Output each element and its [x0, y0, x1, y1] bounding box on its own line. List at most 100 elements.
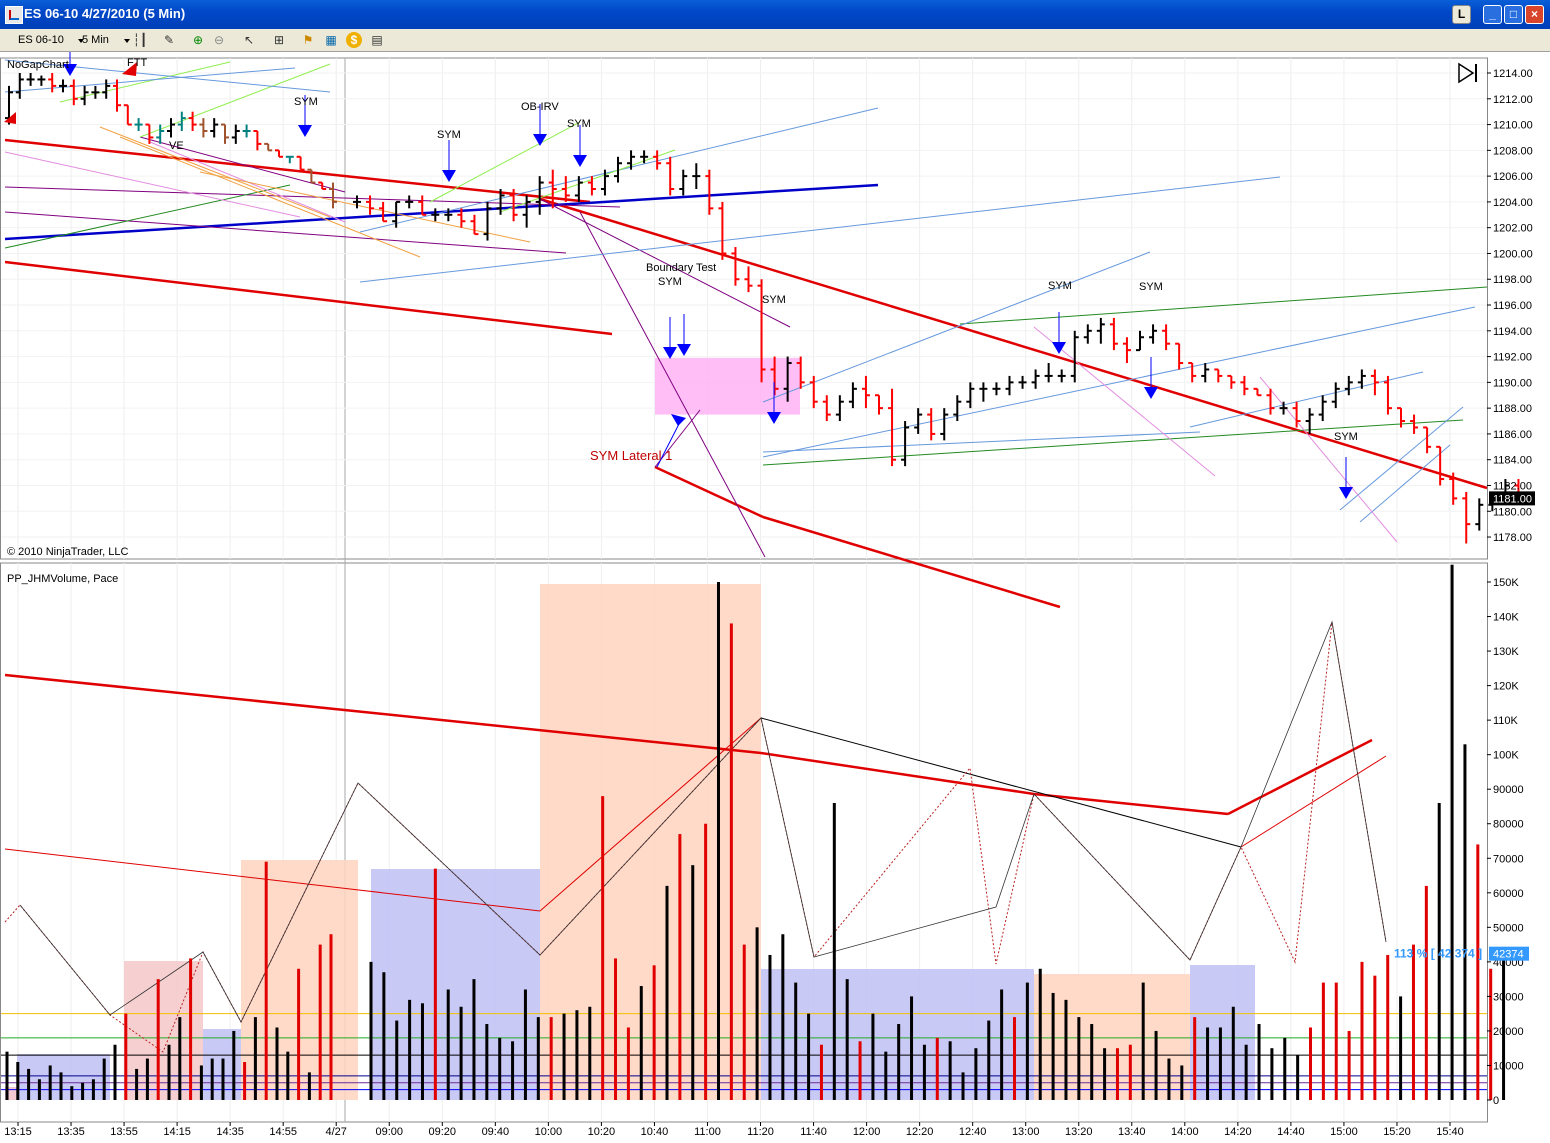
volume-bar: [433, 868, 437, 1100]
interval-selector[interactable]: 5 Min: [82, 32, 130, 48]
volume-bar: [1206, 1027, 1210, 1100]
trend-line: [539, 197, 1488, 490]
window-title: ES 06-10 4/27/2010 (5 Min): [24, 6, 186, 21]
volume-bar: [27, 1068, 31, 1100]
annotation-label: SYM: [762, 294, 786, 306]
trend-line: [762, 306, 1476, 458]
annotation-label: FTT: [127, 57, 147, 69]
volume-bar: [189, 958, 193, 1100]
volume-bar: [511, 1041, 515, 1100]
sym-arrow-icon: [767, 382, 781, 424]
volume-tick-label: 100K: [1493, 750, 1519, 762]
chart-area[interactable]: 13:15 13:35 13:55 14:15 14:35 14:55 4/27 09:00 0…: [0, 52, 1550, 1143]
volume-bar: [897, 1024, 901, 1100]
price-bar: [264, 142, 273, 152]
volume-tick-label: 10000: [1493, 1060, 1524, 1072]
close-button[interactable]: ×: [1525, 5, 1544, 24]
price-bar: [535, 176, 544, 215]
price-bar: [770, 356, 779, 396]
zoom-in-icon[interactable]: ⊕: [192, 33, 204, 47]
title-bar: ES 06-10 4/27/2010 (5 Min) L _ □ ×: [0, 0, 1550, 29]
volume-tick-label: 90000: [1493, 784, 1524, 796]
volume-bar: [1437, 803, 1441, 1100]
volume-bar: [1013, 1017, 1016, 1100]
bar-type-icon[interactable]: ┆┃: [132, 33, 148, 47]
sym-arrow-icon: [442, 140, 456, 182]
volume-bar: [575, 1010, 579, 1100]
volume-bar: [562, 1013, 566, 1100]
strategy-icon[interactable]: ⚑: [302, 33, 314, 47]
volume-bar: [935, 1037, 939, 1100]
price-tick-label: 1212.00: [1493, 94, 1533, 106]
volume-bar: [329, 934, 333, 1100]
volume-bar: [755, 927, 759, 1100]
volume-bar: [16, 1062, 20, 1100]
chart-icon[interactable]: ▦: [325, 33, 337, 47]
price-bar: [353, 195, 361, 209]
volume-bar: [987, 1020, 991, 1100]
cursor-icon[interactable]: ↖: [243, 33, 255, 47]
trend-line: [429, 121, 581, 203]
volume-zone-box: [1034, 974, 1190, 1100]
crosshair-icon[interactable]: ⊞: [273, 33, 285, 47]
volume-bar: [275, 1027, 279, 1100]
price-bar: [574, 176, 583, 202]
minimize-button[interactable]: _: [1483, 5, 1502, 24]
pencil-icon[interactable]: ✎: [163, 33, 175, 47]
price-bar: [1136, 330, 1144, 352]
app-icon: [5, 6, 23, 24]
volume-bar: [1476, 844, 1480, 1100]
volume-bar: [48, 1065, 52, 1100]
instrument-selector[interactable]: ES 06-10: [18, 32, 84, 48]
volume-tick-label: 140K: [1493, 612, 1519, 624]
price-bar: [1423, 426, 1432, 454]
link-button[interactable]: L: [1452, 5, 1471, 24]
price-bar: [875, 394, 883, 415]
volume-bar: [1141, 982, 1145, 1100]
price-bar: [1370, 369, 1379, 396]
x-tick-label: 14:20: [1224, 1126, 1252, 1138]
price-bar: [392, 200, 401, 228]
price-bar: [102, 79, 111, 99]
price-bar: [1279, 401, 1288, 415]
trend-line: [1359, 444, 1451, 523]
price-bar: [1240, 375, 1249, 396]
zoom-out-icon[interactable]: ⊖: [213, 33, 225, 47]
price-bar: [757, 279, 766, 383]
price-bar: [188, 111, 197, 132]
price-bar: [692, 163, 701, 190]
price-bar: [1057, 369, 1066, 383]
data-box-icon[interactable]: ▤: [371, 33, 383, 47]
sym-arrow-head: [1052, 342, 1066, 354]
trend-line: [654, 465, 764, 519]
zone-layer: [5, 357, 1255, 1100]
volume-bar: [845, 979, 849, 1100]
volume-bar: [420, 1003, 424, 1100]
price-bar: [59, 79, 67, 93]
volume-bar: [768, 954, 772, 1100]
x-tick-label: 13:00: [1012, 1126, 1040, 1138]
price-bar: [167, 118, 175, 138]
chart-canvas[interactable]: 13:15 13:35 13:55 14:15 14:35 14:55 4/27 09:00 0…: [0, 52, 1550, 1143]
sym-arrow-head: [663, 347, 677, 359]
x-tick-label: 15:40: [1436, 1126, 1464, 1138]
volume-bar: [961, 1072, 965, 1100]
volume-bar: [910, 996, 914, 1100]
volume-bar: [145, 1058, 149, 1100]
volume-bar: [1051, 992, 1055, 1100]
annotation-label: SYM: [294, 96, 318, 108]
price-bar: [679, 169, 688, 196]
price-bar: [627, 150, 636, 170]
x-tick-label: 09:20: [429, 1126, 457, 1138]
price-bar: [329, 182, 337, 209]
price-tick-label: 1202.00: [1493, 223, 1533, 235]
red-triangle-icon: [4, 112, 16, 124]
volume-bar: [1309, 1027, 1313, 1100]
dollar-icon[interactable]: $: [346, 32, 362, 48]
volume-bar: [742, 944, 746, 1100]
price-bar: [1410, 414, 1419, 434]
volume-bar: [871, 1013, 875, 1100]
sym-arrow-head: [573, 155, 587, 167]
maximize-button[interactable]: □: [1504, 5, 1523, 24]
volume-bar: [167, 1044, 171, 1100]
